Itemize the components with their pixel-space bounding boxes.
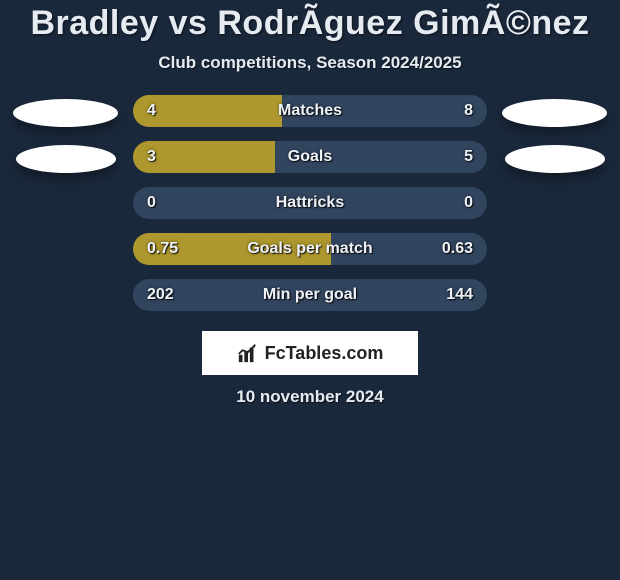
stat-label: Min per goal	[133, 279, 487, 311]
player-left-col	[8, 95, 123, 173]
stats-area: 4Matches8 3Goals5 0Hattricks0 0.75Goals per…	[0, 95, 620, 311]
stat-rows: 4Matches8 3Goals5 0Hattricks0 0.75Goals per…	[133, 95, 487, 311]
stat-label: Matches	[133, 95, 487, 127]
date-label: 10 november 2024	[0, 387, 620, 407]
stat-row: 4Matches8	[133, 95, 487, 127]
brand-text: FcTables.com	[265, 343, 384, 364]
stat-row: 202Min per goal144	[133, 279, 487, 311]
comparison-card: Bradley vs RodrÃ­guez GimÃ©nez Club comp…	[0, 0, 620, 407]
value-right: 0	[464, 187, 473, 219]
subtitle: Club competitions, Season 2024/2025	[0, 53, 620, 73]
player-left-flag	[16, 145, 116, 173]
stat-label: Goals per match	[133, 233, 487, 265]
page-title: Bradley vs RodrÃ­guez GimÃ©nez	[0, 4, 620, 43]
stat-label: Goals	[133, 141, 487, 173]
player-right-flag	[505, 145, 605, 173]
stat-row: 0.75Goals per match0.63	[133, 233, 487, 265]
stat-label: Hattricks	[133, 187, 487, 219]
bars-icon	[237, 342, 259, 364]
value-right: 5	[464, 141, 473, 173]
stat-row: 0Hattricks0	[133, 187, 487, 219]
player-left-avatar	[13, 99, 118, 127]
value-right: 8	[464, 95, 473, 127]
value-right: 0.63	[442, 233, 473, 265]
brand-badge[interactable]: FcTables.com	[202, 331, 418, 375]
player-right-col	[497, 95, 612, 173]
player-right-avatar	[502, 99, 607, 127]
stat-row: 3Goals5	[133, 141, 487, 173]
value-right: 144	[446, 279, 473, 311]
